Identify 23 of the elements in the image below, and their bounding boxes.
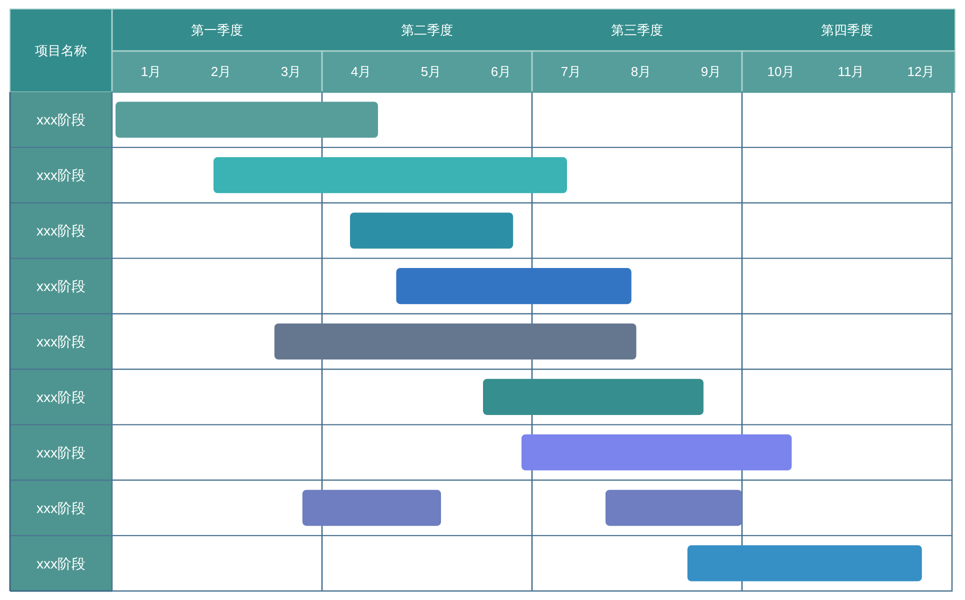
y-tick-label: xxx阶段: [36, 444, 86, 460]
y-tick-label: xxx阶段: [36, 388, 86, 405]
x-tick-label: 4月: [350, 64, 372, 79]
x-tick-label: 7月: [560, 64, 582, 79]
x-tick-label: 12月: [907, 64, 935, 79]
x-tick-label: 3月: [280, 64, 302, 79]
y-tick-label: xxx阶段: [36, 334, 86, 350]
y-tick-label: xxx阶段: [36, 500, 86, 516]
x-tick-label: 10月: [767, 64, 795, 79]
x-tick-label: 2月: [210, 64, 232, 79]
x-tick-label: 8月: [630, 64, 652, 79]
x-tick-label: 5月: [420, 64, 442, 79]
annotations: 第一季度 第二季度 第三季度 第四季度: [191, 22, 873, 38]
x-tick-label: 6月: [490, 64, 512, 79]
y-tick-label: xxx阶段: [36, 112, 86, 128]
y-tick-label: xxx阶段: [36, 278, 86, 294]
y-axis-title: 项目名称: [35, 43, 87, 58]
x-tick-label: 9月: [700, 64, 722, 79]
y-tick-label: xxx阶段: [36, 167, 86, 184]
y-tick-label: xxx阶段: [36, 222, 86, 239]
x-tick-label: 1月: [140, 64, 162, 79]
x-tick-label: 11月: [838, 64, 864, 79]
y-tick-label: xxx阶段: [36, 555, 86, 572]
